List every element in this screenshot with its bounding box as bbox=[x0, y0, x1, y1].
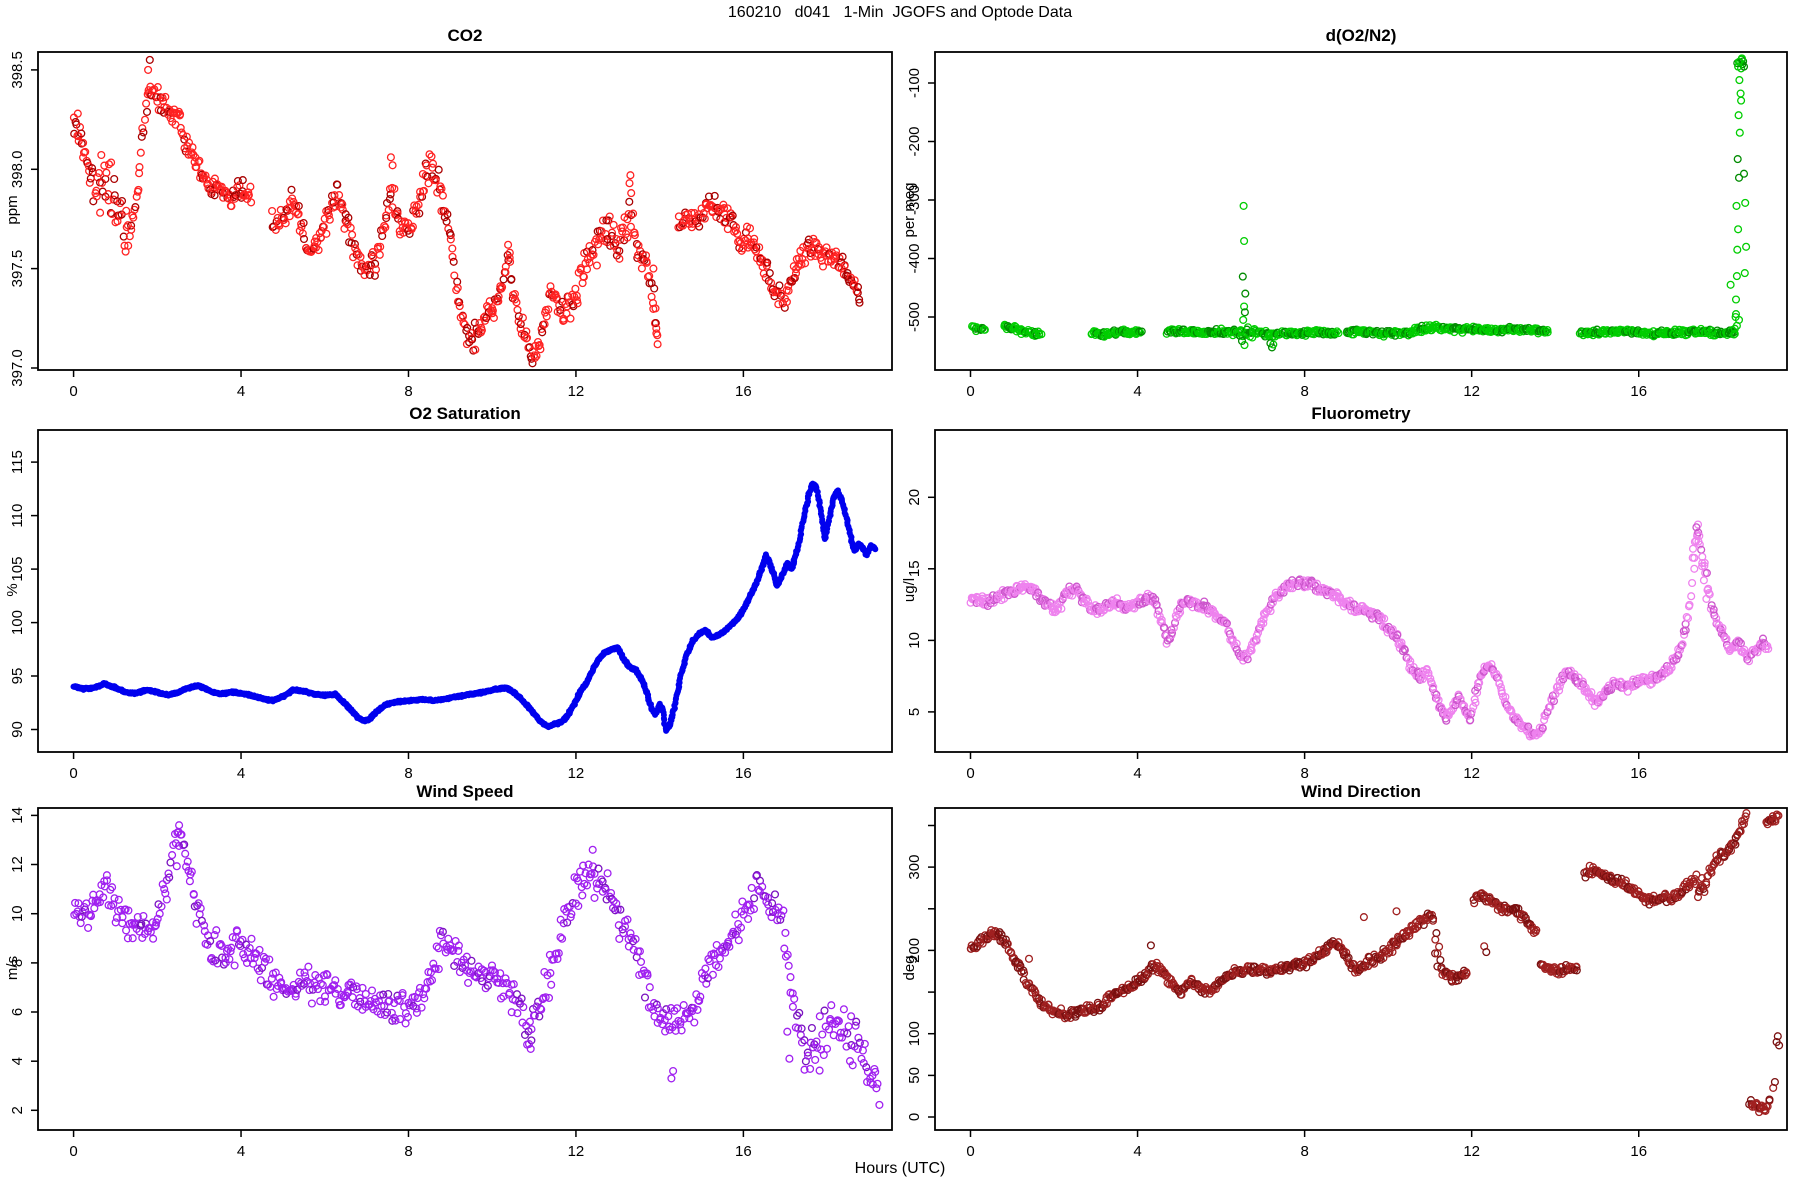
svg-text:4: 4 bbox=[1133, 765, 1141, 782]
svg-text:15: 15 bbox=[906, 560, 923, 577]
svg-text:100: 100 bbox=[9, 610, 26, 635]
svg-text:12: 12 bbox=[1463, 765, 1480, 782]
svg-text:0: 0 bbox=[69, 383, 77, 400]
svg-text:110: 110 bbox=[9, 504, 26, 528]
svg-text:12: 12 bbox=[568, 765, 585, 782]
svg-text:0: 0 bbox=[966, 383, 974, 400]
svg-text:4: 4 bbox=[237, 765, 245, 782]
svg-text:115: 115 bbox=[9, 450, 26, 474]
svg-text:-400: -400 bbox=[906, 243, 923, 273]
svg-text:16: 16 bbox=[1630, 383, 1647, 400]
svg-text:95: 95 bbox=[9, 668, 26, 685]
svg-text:16: 16 bbox=[1630, 765, 1647, 782]
panel-title-o2-saturation: O2 Saturation bbox=[409, 404, 521, 423]
svg-text:398.0: 398.0 bbox=[9, 151, 26, 189]
svg-text:16: 16 bbox=[735, 383, 752, 400]
svg-text:-200: -200 bbox=[906, 126, 923, 156]
svg-text:0: 0 bbox=[966, 765, 974, 782]
svg-text:8: 8 bbox=[1300, 383, 1308, 400]
svg-text:397.5: 397.5 bbox=[9, 250, 26, 288]
svg-text:20: 20 bbox=[906, 489, 923, 506]
svg-text:90: 90 bbox=[9, 721, 26, 738]
svg-text:4: 4 bbox=[237, 383, 245, 400]
svg-text:105: 105 bbox=[9, 557, 26, 582]
svg-text:5: 5 bbox=[906, 708, 923, 716]
svg-text:12: 12 bbox=[1463, 383, 1480, 400]
svg-text:8: 8 bbox=[404, 765, 412, 782]
figure-title: 160210 d041 1-Min JGOFS and Optode Data bbox=[727, 4, 1073, 21]
svg-text:-100: -100 bbox=[906, 68, 923, 98]
svg-text:8: 8 bbox=[404, 383, 412, 400]
svg-text:4: 4 bbox=[1133, 383, 1141, 400]
panel-title-fluorometry: Fluorometry bbox=[1311, 404, 1411, 423]
svg-text:397.0: 397.0 bbox=[9, 349, 26, 387]
panel-title-do2n2: d(O2/N2) bbox=[1325, 26, 1397, 45]
panel-title-wind-speed: Wind Speed bbox=[416, 782, 514, 801]
svg-text:-300: -300 bbox=[906, 185, 923, 215]
svg-text:12: 12 bbox=[568, 383, 585, 400]
panel-title-wind-direction: Wind Direction bbox=[1301, 782, 1421, 801]
panel-title-co2: CO2 bbox=[447, 26, 483, 45]
svg-text:-500: -500 bbox=[906, 302, 923, 332]
x-axis-label: Hours (UTC) bbox=[854, 1160, 946, 1177]
svg-text:0: 0 bbox=[69, 765, 77, 782]
svg-text:398.5: 398.5 bbox=[9, 51, 26, 89]
svg-text:10: 10 bbox=[906, 632, 923, 649]
svg-text:8: 8 bbox=[1300, 765, 1308, 782]
svg-text:16: 16 bbox=[735, 765, 752, 782]
